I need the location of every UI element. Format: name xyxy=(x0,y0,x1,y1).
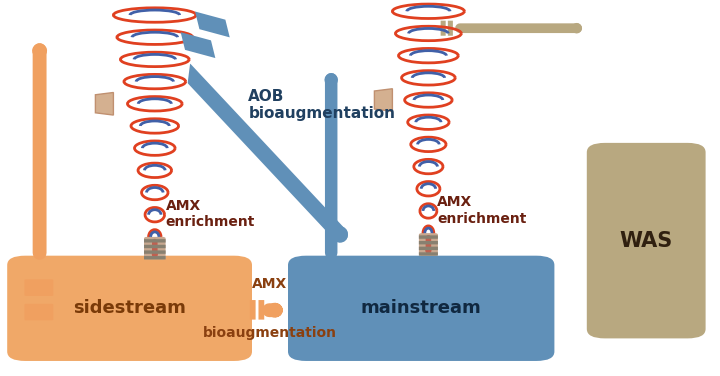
Text: bioaugmentation: bioaugmentation xyxy=(203,326,337,340)
Polygon shape xyxy=(374,89,392,111)
FancyBboxPatch shape xyxy=(24,304,53,320)
FancyBboxPatch shape xyxy=(318,272,345,288)
FancyBboxPatch shape xyxy=(419,247,438,250)
FancyBboxPatch shape xyxy=(419,241,438,244)
Polygon shape xyxy=(114,15,196,237)
FancyBboxPatch shape xyxy=(7,256,252,361)
FancyBboxPatch shape xyxy=(419,252,438,256)
Text: mainstream: mainstream xyxy=(361,299,482,317)
FancyBboxPatch shape xyxy=(144,237,166,259)
Polygon shape xyxy=(195,12,230,37)
Polygon shape xyxy=(95,92,114,115)
FancyBboxPatch shape xyxy=(587,143,706,338)
FancyBboxPatch shape xyxy=(448,21,453,36)
Text: sidestream: sidestream xyxy=(73,299,186,317)
Text: AOB
bioaugmentation: AOB bioaugmentation xyxy=(248,89,395,121)
FancyBboxPatch shape xyxy=(144,245,166,248)
Polygon shape xyxy=(392,11,464,233)
FancyBboxPatch shape xyxy=(419,235,438,239)
FancyBboxPatch shape xyxy=(288,256,554,361)
FancyBboxPatch shape xyxy=(250,300,256,320)
Text: AMX
enrichment: AMX enrichment xyxy=(166,199,255,229)
FancyBboxPatch shape xyxy=(144,256,166,259)
FancyBboxPatch shape xyxy=(441,21,446,36)
Text: AMX
enrichment: AMX enrichment xyxy=(437,196,526,226)
Text: AMX: AMX xyxy=(253,277,287,291)
Polygon shape xyxy=(181,32,215,58)
FancyBboxPatch shape xyxy=(258,300,264,320)
FancyBboxPatch shape xyxy=(419,233,438,256)
Text: WAS: WAS xyxy=(620,230,672,251)
FancyBboxPatch shape xyxy=(144,239,166,243)
FancyBboxPatch shape xyxy=(144,250,166,254)
FancyBboxPatch shape xyxy=(24,279,53,296)
FancyBboxPatch shape xyxy=(318,294,345,311)
